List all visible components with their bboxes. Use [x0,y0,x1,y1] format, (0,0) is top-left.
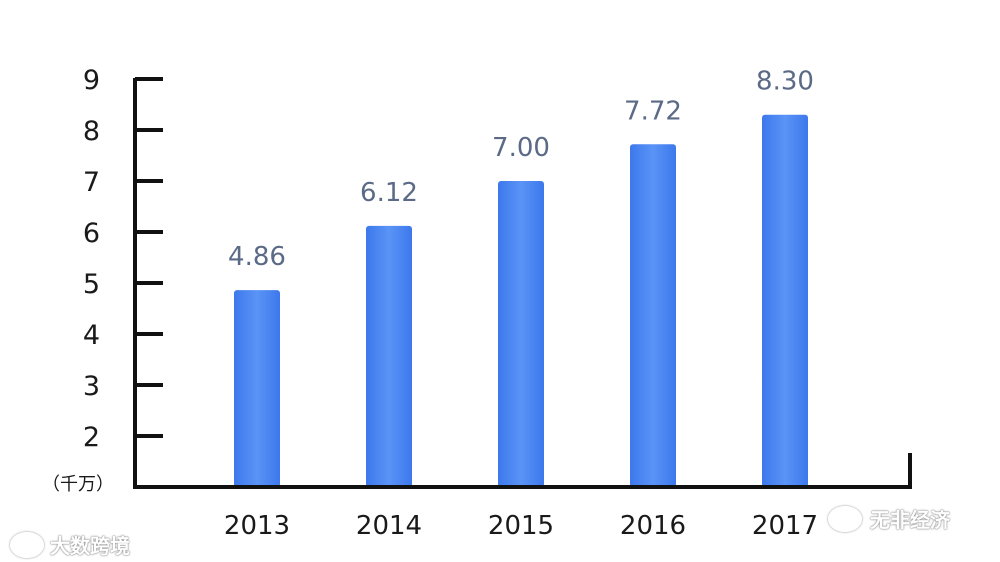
watermark-right: 无非经济 [828,504,950,533]
value-label-2016: 7.72 [624,96,682,126]
category-labels: 2013 2014 2015 2016 2017 [224,511,818,541]
y-tick-label: 4 [83,320,100,351]
bar-2014 [366,225,412,487]
category-label-2013: 2013 [224,511,290,541]
value-label-2014: 6.12 [360,178,418,208]
value-labels: 4.86 6.12 7.00 7.72 8.30 [228,67,814,272]
category-label-2015: 2015 [488,511,554,541]
wechat-logo-icon [828,505,862,532]
y-tick-label: 9 [83,65,100,96]
bar-2016 [630,144,676,487]
category-label-2016: 2016 [620,511,686,541]
y-tick-label: 2 [83,422,100,453]
y-tick-label: 5 [83,269,100,300]
value-label-2013: 4.86 [228,242,286,272]
bar-2015 [498,181,544,487]
bar-2013 [234,290,280,487]
y-axis-unit-label: （千万） [42,474,114,495]
watermark-left: 大数跨境 [10,530,130,559]
watermark-right-text: 无非经济 [870,508,950,532]
category-label-2014: 2014 [356,511,422,541]
y-axis-ticks: 2 3 4 5 6 7 8 9 [83,65,163,453]
y-tick-label: 8 [83,116,100,147]
value-label-2015: 7.00 [492,133,550,163]
y-tick-label: 3 [83,371,100,402]
y-tick-label: 6 [83,218,100,249]
weibo-logo-icon [10,531,44,558]
bars [234,114,808,487]
y-tick-label: 7 [83,167,100,198]
value-label-2017: 8.30 [756,67,814,97]
bar-2017 [762,114,808,487]
category-label-2017: 2017 [752,511,818,541]
watermark-left-text: 大数跨境 [50,534,130,558]
